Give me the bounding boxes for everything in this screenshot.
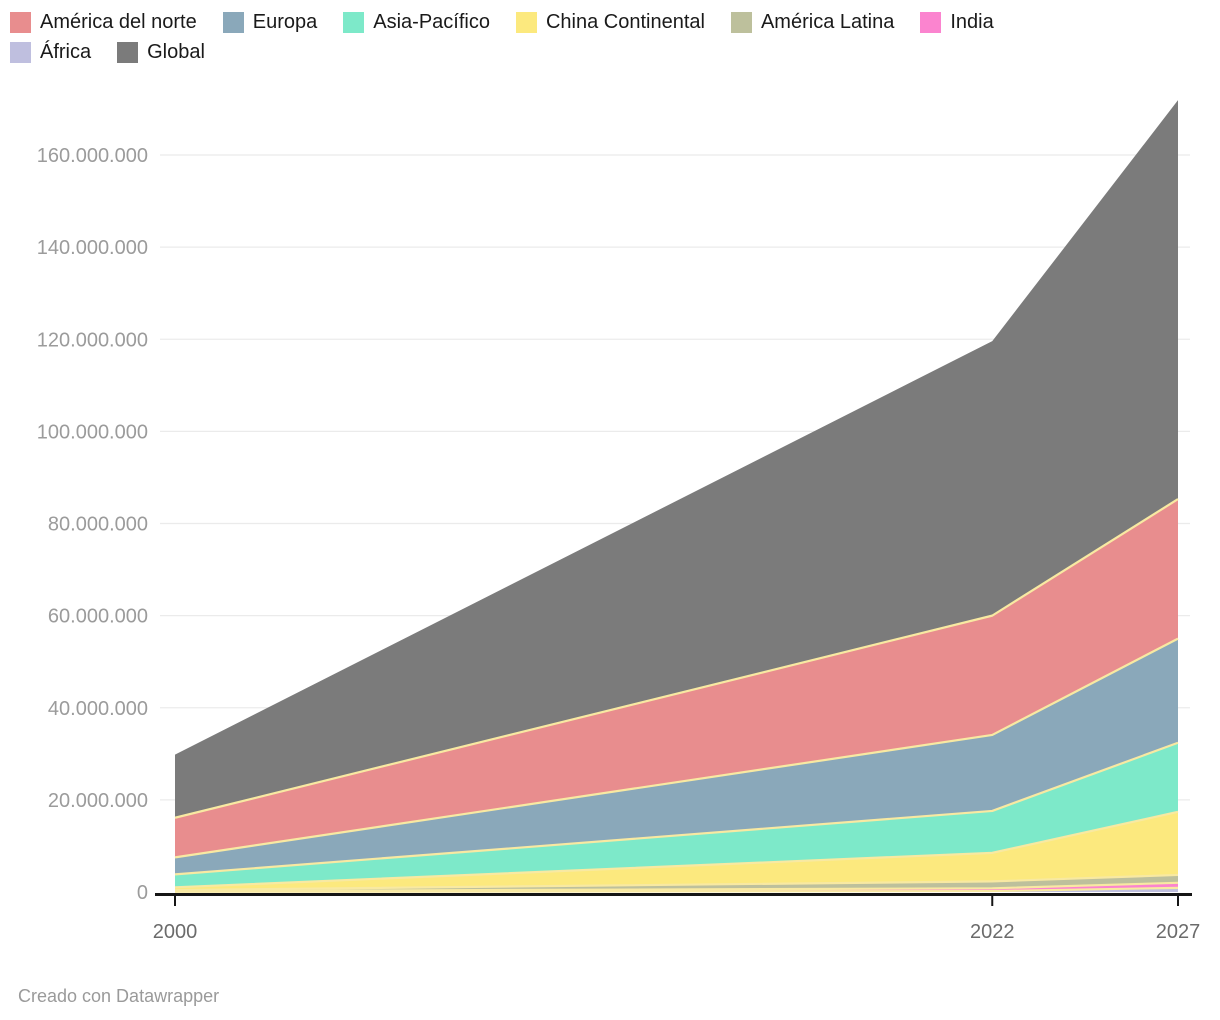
legend-item: América del norte — [10, 12, 197, 33]
x-axis-tick-label: 2000 — [153, 921, 198, 943]
legend-item: América Latina — [730, 11, 895, 33]
area-am-rica-del-norte — [175, 499, 1178, 858]
y-axis-tick-label: 40.000.000 — [48, 698, 148, 720]
y-axis-tick-label: 0 — [137, 882, 148, 904]
x-axis-tick-label: 2027 — [1156, 921, 1201, 943]
legend-label: China Continental — [545, 11, 705, 33]
legend-item: África — [10, 42, 91, 63]
credit-text: Creado con Datawrapper — [18, 986, 220, 1006]
x-axis-tick-label: 2022 — [970, 921, 1015, 943]
legend-label: América Latina — [760, 11, 895, 33]
legend-row: África Global — [10, 42, 1130, 63]
y-axis-tick-label: 20.000.000 — [48, 790, 148, 812]
area-boundary-line — [174, 810, 1179, 889]
area-boundary-line — [174, 637, 1179, 859]
legend-item: China Continental — [515, 11, 705, 33]
legend-label: América del norte — [40, 11, 197, 33]
legend-color-swatch — [10, 42, 31, 63]
area-am-rica-latina — [175, 874, 1178, 892]
y-axis-tick-label: 140.000.000 — [37, 237, 148, 259]
area-boundary-line — [174, 741, 1179, 876]
legend-item: Europa — [222, 11, 318, 33]
area-boundary-line — [174, 886, 1179, 893]
area-asia-pac-fico — [175, 742, 1178, 888]
legend-color-swatch — [343, 12, 365, 33]
legend-color-swatch — [117, 42, 139, 63]
area-boundary-line — [174, 881, 1179, 893]
y-axis-tick-label: 120.000.000 — [37, 329, 148, 351]
legend-item: India — [920, 11, 994, 33]
legend-label: Asia-Pacífico — [373, 11, 490, 33]
area-global — [175, 100, 1178, 818]
legend-label: Global — [147, 41, 205, 63]
legend-label: India — [950, 11, 994, 33]
y-axis-tick-label: 80.000.000 — [48, 514, 148, 536]
area-boundary-line — [174, 498, 1179, 819]
chart-legend: América del norte Europa Asia-Pacífico Chin… — [10, 12, 1130, 72]
area-boundary-line — [174, 873, 1179, 892]
legend-label: Europa — [252, 11, 318, 33]
legend-color-swatch — [730, 12, 752, 33]
legend-color-swatch — [222, 12, 244, 33]
legend-label: África — [40, 41, 92, 63]
area--frica — [175, 887, 1178, 892]
legend-row: América del norte Europa Asia-Pacífico Chin… — [10, 12, 1130, 33]
y-axis-tick-label: 60.000.000 — [48, 606, 148, 628]
area-china-continental — [175, 811, 1178, 891]
y-axis-tick-label: 160.000.000 — [37, 145, 148, 167]
legend-color-swatch — [10, 12, 31, 33]
legend-item: Global — [117, 42, 205, 63]
legend-item: Asia-Pacífico — [343, 12, 490, 33]
legend-color-swatch — [515, 12, 537, 33]
legend-color-swatch — [920, 12, 942, 33]
y-axis-tick-label: 100.000.000 — [37, 421, 148, 443]
